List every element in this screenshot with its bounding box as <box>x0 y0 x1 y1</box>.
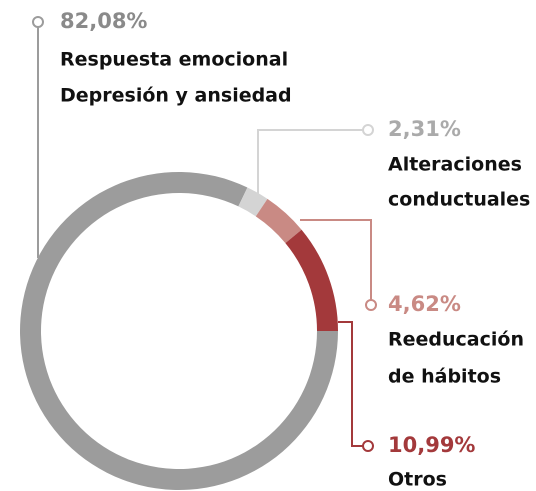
category-label: de hábitos <box>388 366 501 388</box>
leader-dot <box>362 440 374 452</box>
value-label: 10,99% <box>388 433 475 457</box>
donut-slice <box>285 229 338 331</box>
leader-line <box>257 129 363 195</box>
leader-dot <box>32 16 44 28</box>
donut-slice <box>255 198 302 244</box>
leaders <box>32 16 377 452</box>
category-label: Respuesta emocional <box>60 49 288 71</box>
leader-dot <box>365 299 377 311</box>
leader-line <box>338 321 363 447</box>
category-label: conductuales <box>388 189 530 211</box>
category-label: Reeducación <box>388 329 524 351</box>
value-label: 82,08% <box>60 9 147 33</box>
leader-dot <box>362 124 374 136</box>
leader-line <box>300 219 372 300</box>
category-label: Depresión y ansiedad <box>60 85 292 107</box>
category-label: Otros <box>388 469 447 491</box>
category-label: Alteraciones <box>388 154 522 176</box>
value-label: 2,31% <box>388 117 461 141</box>
donut-slice <box>238 187 268 217</box>
value-label: 4,62% <box>388 292 461 316</box>
